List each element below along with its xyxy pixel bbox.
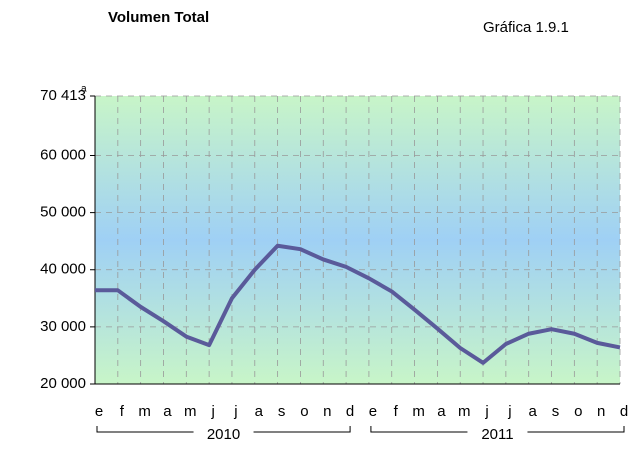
x-tick-label: a [529, 403, 538, 420]
group-label: 2010 [207, 426, 240, 443]
x-tick-label: s [552, 403, 560, 420]
x-tick-label: a [163, 403, 172, 420]
x-tick-label: j [210, 403, 214, 420]
x-tick-label: f [394, 403, 399, 420]
group-bracket [370, 426, 625, 433]
y-tick-label: 30 000 [40, 318, 86, 335]
x-tick-label: a [255, 403, 264, 420]
x-tick-label: j [484, 403, 488, 420]
x-tick-label: m [184, 403, 197, 420]
annotation: a [81, 84, 87, 95]
y-tick-label: 20 000 [40, 375, 86, 392]
x-tick-label: j [507, 403, 511, 420]
x-tick-label: m [412, 403, 425, 420]
x-tick-label: n [597, 403, 605, 420]
y-tick-label: 50 000 [40, 204, 86, 221]
y-tick-label: 70 413 [40, 87, 86, 104]
x-tick-label: o [300, 403, 308, 420]
y-tick-label: 40 000 [40, 261, 86, 278]
group-bracket [96, 426, 351, 433]
x-tick-label: f [120, 403, 125, 420]
x-tick-label: o [574, 403, 582, 420]
x-tick-label: s [278, 403, 286, 420]
y-tick-label: 60 000 [40, 146, 86, 163]
x-tick-label: m [458, 403, 471, 420]
x-tick-label: d [620, 403, 628, 420]
line-series [95, 243, 621, 365]
group-label: 2011 [481, 426, 513, 443]
x-tick-label: e [369, 403, 377, 420]
x-tick-label: e [95, 403, 103, 420]
x-tick-label: a [437, 403, 446, 420]
x-tick-label: j [233, 403, 237, 420]
x-tick-label: n [323, 403, 331, 420]
x-tick-label: d [346, 403, 354, 420]
plot-area [95, 96, 620, 384]
chart-title: Volumen Total [108, 9, 209, 26]
chart-subtitle: Gráfica 1.9.1 [483, 19, 569, 36]
x-tick-label: m [138, 403, 151, 420]
